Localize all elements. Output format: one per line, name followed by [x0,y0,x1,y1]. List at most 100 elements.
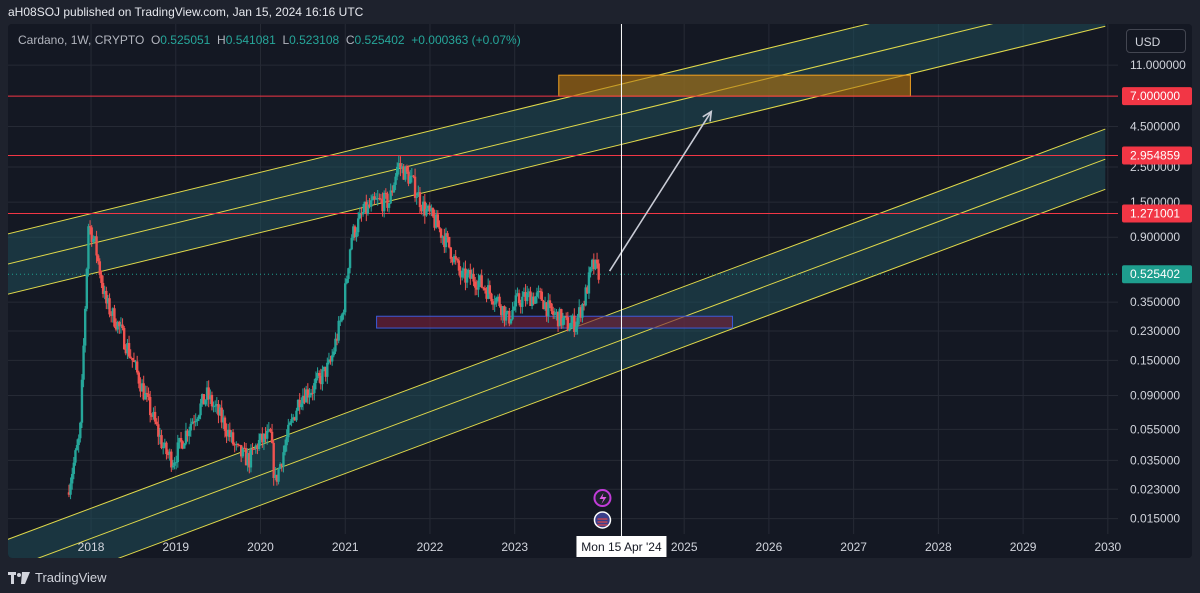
candle-down [446,233,449,237]
candle-up [530,296,534,307]
candle-up [525,292,529,302]
candle-down [483,288,487,291]
projection-arrow-head [702,109,713,122]
candle-down [236,444,240,446]
channel-mid-line-2 [37,158,1106,558]
candle-up [290,418,293,423]
crosshair-date-label: Mon 15 Apr '24 [581,540,662,554]
candle-up [589,267,592,273]
candle-up [184,430,188,444]
candle-up [392,184,396,193]
y-axis-label: 0.055000 [1130,422,1180,436]
candle-up [103,290,106,294]
candle-down [127,343,131,357]
candle-up [254,445,258,449]
change-value: +0.000363 (+0.07%) [411,33,521,47]
candle-down [153,411,157,422]
candle-down [360,212,363,215]
candle-down [186,430,189,437]
candle-up [75,445,79,451]
candle-down [399,163,402,169]
candle-up [152,411,155,417]
candle-down [433,216,436,228]
candle-down [256,445,259,449]
candle-down [121,324,124,329]
candle-down [405,166,409,172]
candle-up [74,450,77,463]
x-axis-label-2023: 2023 [501,540,528,554]
candle-up [363,201,366,212]
candle-up [493,303,496,305]
candle-down [122,328,126,350]
publish-bar: aH08SOJ published on TradingView.com, Ja… [0,0,1200,24]
candle-down [485,290,488,299]
candle-down [573,315,576,332]
candle-up [85,268,89,309]
chart-area[interactable]: 2018 2019 2020 2021 2022 2023 2025 2026 2027 2028… [8,24,1192,558]
candle-down [551,311,555,315]
candle-down [402,166,405,180]
candle-up [69,483,72,495]
candle-up [361,211,365,215]
candle-down [582,304,586,306]
candle-down [550,303,553,312]
candle-up [209,394,212,400]
candle-up [222,417,225,423]
candle-down [100,274,103,283]
candle-up [171,465,175,468]
x-axis-label-2022: 2022 [417,540,444,554]
candle-up [537,290,540,293]
candle-down [418,192,422,208]
currency-button[interactable]: USD [1126,29,1186,53]
symbol-label[interactable]: Cardano, 1W, CRYPTO [18,33,145,47]
tradingview-brand[interactable]: TradingView [8,570,107,585]
candle-up [358,212,362,219]
candle-down [148,396,152,416]
candle-up [547,300,550,317]
candle-up [287,424,290,438]
candle-up [79,422,82,439]
candle-up [235,444,238,446]
candle-down [475,287,479,290]
candle-down [165,442,168,455]
candle-down [98,261,102,275]
candle-down [556,311,560,327]
candle-up [555,311,558,314]
candle-down [499,306,503,316]
candle-up [352,226,355,239]
price-chart[interactable]: 2018 2019 2020 2021 2022 2023 2025 2026 2027 2028… [8,24,1192,558]
ohlc-legend: Cardano, 1W, CRYPTO O0.525051 H0.541081 … [18,33,521,47]
close-value: 0.525402 [354,33,405,47]
candle-down [132,360,136,362]
candle-up [278,464,282,469]
candle-up [199,403,202,416]
close-label: C [345,33,355,47]
x-axis-label-2027: 2027 [840,540,867,554]
candle-down [378,198,381,200]
candle-down [105,290,108,304]
candle-up [340,314,344,321]
x-axis-label-2030: 2030 [1094,540,1121,554]
candle-up [350,238,353,250]
candle-down [335,338,339,341]
candle-down [181,441,184,449]
candle-up [397,163,401,167]
candle-up [196,418,199,421]
y-axis-label: 0.023000 [1130,482,1180,496]
candle-up [512,306,516,310]
candle-up [441,236,444,238]
candle-up [313,383,316,394]
candle-down [407,171,410,184]
candle-down [459,270,462,278]
publish-info: aH08SOJ published on TradingView.com, Ja… [8,5,364,19]
candle-down [545,302,548,317]
candle-up [430,208,433,212]
candle-down [217,404,220,416]
candle-down [306,389,310,398]
candle-down [101,282,105,294]
candle-up [283,445,287,453]
candle-down [381,199,384,212]
tradingview-brand-label: TradingView [35,570,107,585]
candle-down [298,399,301,408]
candle-down [469,270,472,279]
